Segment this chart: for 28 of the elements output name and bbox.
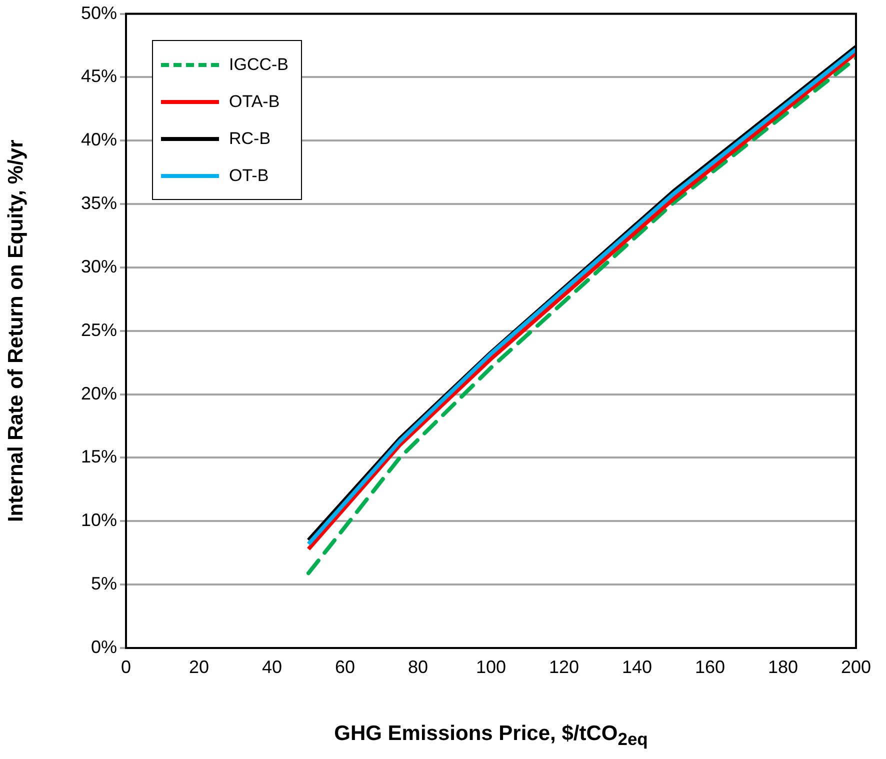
y-tick-label: 40% bbox=[80, 130, 117, 150]
x-axis-title: GHG Emissions Price, $/tCO$_{2eq}$ bbox=[333, 722, 649, 750]
x-tick-label: 200 bbox=[840, 656, 872, 677]
legend-label: OT-B bbox=[229, 166, 269, 186]
x-tick-label: 40 bbox=[262, 656, 282, 677]
x-tick-label: 80 bbox=[408, 656, 428, 677]
y-axis-title: Internal Rate of Return on Equity, %/yr bbox=[4, 140, 28, 522]
y-tick-label: 50% bbox=[80, 2, 117, 23]
x-tick-label: 140 bbox=[622, 656, 652, 677]
y-tick-label: 5% bbox=[90, 574, 117, 594]
x-tick-label: 20 bbox=[188, 656, 210, 677]
x-tick-label: 60 bbox=[334, 656, 356, 677]
y-tick-label: 0% bbox=[90, 636, 117, 657]
y-tick-label: 45% bbox=[80, 66, 117, 86]
y-tick-label: 10% bbox=[80, 510, 117, 530]
y-tick-label: 15% bbox=[80, 446, 117, 467]
y-tick-label: 25% bbox=[80, 320, 117, 340]
y-tick-label: 30% bbox=[80, 256, 117, 276]
x-tick-label: 0 bbox=[120, 656, 132, 677]
legend-label: IGCC-B bbox=[229, 55, 288, 76]
legend-label: OTA-B bbox=[229, 92, 280, 112]
y-tick-label: 35% bbox=[80, 193, 117, 214]
x-tick-label: 160 bbox=[694, 656, 726, 677]
y-tick-label: 20% bbox=[80, 383, 117, 404]
x-tick-label: 100 bbox=[476, 656, 506, 677]
x-tick-label: 180 bbox=[768, 656, 798, 677]
x-tick-label: 120 bbox=[548, 656, 580, 677]
legend-label: RC-B bbox=[229, 129, 271, 150]
